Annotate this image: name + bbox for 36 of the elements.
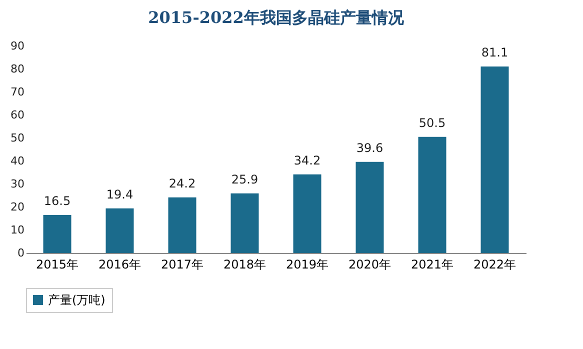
bar (106, 208, 134, 253)
data-label: 25.9 (231, 172, 258, 186)
y-tick-label: 90 (10, 40, 24, 52)
y-tick-label: 80 (10, 62, 24, 76)
data-label: 81.1 (481, 45, 508, 60)
x-tick-label: 2015年 (36, 258, 79, 272)
data-label: 16.5 (44, 194, 71, 208)
data-label: 19.4 (106, 187, 134, 202)
x-tick-label: 2016年 (98, 258, 142, 272)
y-tick-label: 70 (10, 86, 24, 98)
x-tick-label: 2019年 (286, 258, 329, 272)
y-tick-label: 10 (10, 224, 24, 236)
bar (418, 136, 446, 253)
x-tick-label: 2017年 (160, 258, 204, 272)
x-tick-label: 2018年 (223, 258, 266, 272)
y-tick-label: 20 (10, 200, 24, 214)
x-tick-label: 2022年 (473, 258, 516, 272)
data-label: 50.5 (418, 116, 446, 130)
y-tick-label: 50 (10, 132, 24, 144)
bar (356, 162, 384, 253)
x-tick-label: 2020年 (348, 258, 392, 272)
bar (43, 215, 72, 253)
bar (480, 66, 509, 253)
y-tick-label: 40 (10, 154, 24, 168)
legend-label: 产量(万吨) (48, 293, 106, 307)
bar (293, 174, 322, 253)
chart-title: 2015-2022年我国多晶硅产量情况 (148, 8, 405, 27)
data-label: 24.2 (168, 176, 196, 190)
y-tick-label: 60 (10, 108, 24, 122)
y-tick-label: 30 (10, 178, 24, 190)
data-label: 34.2 (294, 153, 321, 168)
x-tick-label: 2021年 (410, 258, 454, 272)
bar (168, 197, 196, 253)
bar (230, 193, 259, 253)
y-tick-label: 0 (18, 246, 24, 260)
data-label: 39.6 (356, 140, 384, 155)
